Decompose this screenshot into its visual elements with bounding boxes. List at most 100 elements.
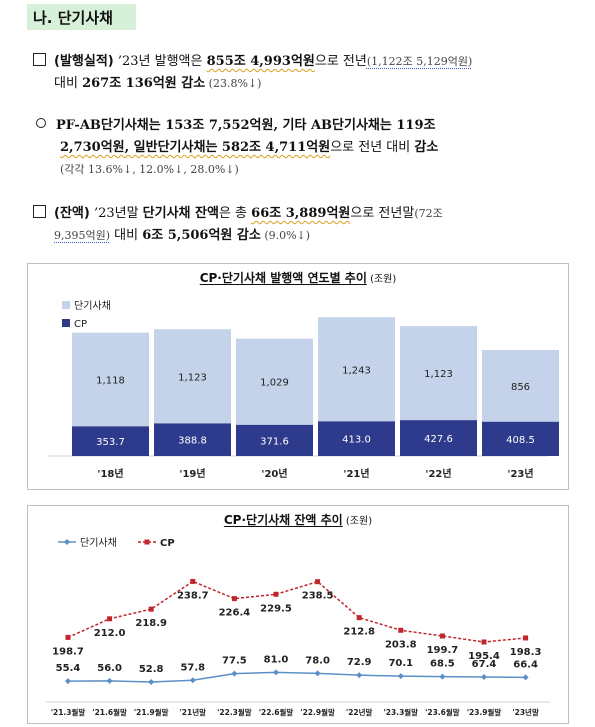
- data-label-cp: 199.7: [427, 645, 459, 656]
- balance-pct: (9.0%↓): [260, 229, 311, 242]
- data-point-cp: [523, 635, 529, 641]
- bar-label-cp: 408.5: [506, 435, 535, 446]
- bar-label-cp: 353.7: [96, 437, 125, 448]
- balance-paragraph: (잔액) ’23년말 단기사채 잔액은 총 66조 3,889억원으로 전년말(…: [33, 203, 573, 247]
- issuance-text-1: ’23년 발행액은: [113, 54, 207, 69]
- bar-label-short-term-bond: 1,118: [96, 376, 125, 387]
- balance-decrease: 6조 5,506억원 감소: [142, 228, 261, 243]
- data-label-cp: 198.3: [510, 647, 542, 658]
- issuance-amount: 855조 4,993억원: [206, 54, 315, 69]
- data-label-cp: 198.7: [52, 646, 84, 657]
- bar-short-term-bond: [154, 329, 231, 424]
- data-point-short-term-bond: [231, 670, 238, 677]
- x-tick-label: '22년말: [346, 707, 373, 717]
- data-point-cp: [398, 627, 404, 633]
- x-tick-label: '23.3월말: [383, 707, 418, 717]
- data-label-short-term-bond: 57.8: [180, 662, 205, 673]
- bar-label-short-term-bond: 1,243: [342, 365, 371, 376]
- balance-label: 단기사채 잔액: [142, 206, 219, 221]
- balance-chart-svg: 단기사채 CP 198.7 212.0 218.9 238.7 226.4 229.5 238.…: [46, 537, 550, 717]
- data-label-cp: 226.4: [219, 608, 251, 619]
- data-label-cp: 212.0: [94, 628, 126, 639]
- breakdown-text: 으로 전년 대비: [330, 140, 415, 155]
- bar-label-cp: 413.0: [342, 435, 371, 446]
- x-tick-label: '20년: [261, 467, 287, 480]
- balance-chart-title-main: CP·단기사채 잔액 추이: [223, 513, 343, 527]
- x-tick-label: '23.6월말: [425, 707, 460, 717]
- balance-chart: CP·단기사채 잔액 추이 (조원) 단기사채 CP 198.7 212.0 218.9…: [27, 505, 569, 724]
- data-label-short-term-bond: 66.4: [513, 659, 538, 670]
- x-tick-label: '23년: [507, 467, 533, 480]
- data-label-cp: 238.7: [177, 590, 209, 601]
- x-tick-label: '21.9월말: [134, 707, 169, 717]
- data-point-short-term-bond: [189, 677, 196, 684]
- issuance-chart: CP·단기사채 발행액 연도별 추이 (조원) 단기사채 CP 1,118 353.7…: [27, 263, 569, 490]
- legend-swatch-short-term-bond: [62, 301, 70, 309]
- bar-label-cp: 427.6: [424, 434, 453, 445]
- data-label-cp: 218.9: [135, 618, 167, 629]
- x-tick-label: '21년말: [180, 707, 207, 717]
- breakdown-line-1: PF-AB단기사채는 153조 7,552억원, 기타 AB단기사채는 119조: [56, 118, 436, 133]
- series-line-cp: [67, 580, 526, 643]
- data-label-short-term-bond: 72.9: [347, 657, 372, 668]
- x-tick-label: '21.6월말: [92, 707, 127, 717]
- data-label-short-term-bond: 81.0: [264, 654, 289, 665]
- section-header: 나. 단기사채: [27, 4, 136, 30]
- bar-short-term-bond: [482, 350, 559, 422]
- x-tick-label: '18년: [97, 467, 123, 480]
- bar-short-term-bond: [72, 332, 149, 427]
- data-point-short-term-bond: [148, 679, 155, 685]
- x-tick-label: '23.9월말: [467, 707, 502, 717]
- issuance-decrease: 267조 136억원 감소: [82, 76, 206, 91]
- data-point-cp: [190, 578, 196, 584]
- data-point-short-term-bond: [522, 674, 529, 681]
- bar-label-short-term-bond: 856: [511, 382, 530, 393]
- data-point-short-term-bond: [397, 673, 404, 680]
- balance-tag: (잔액): [54, 206, 90, 221]
- x-tick-label: '23년말: [512, 707, 539, 717]
- breakdown-pct: (각각 13.6%↓, 12.0%↓, 28.0%↓): [60, 163, 239, 176]
- bar-cp: [154, 423, 231, 456]
- x-tick-label: '21.3월말: [51, 707, 86, 717]
- issuance-tag: (발행실적): [54, 54, 114, 69]
- x-tick-label: '19년: [179, 467, 205, 480]
- data-label-short-term-bond: 56.0: [97, 663, 122, 674]
- balance-text-3: 으로 전년말: [350, 206, 415, 221]
- data-point-cp: [107, 616, 113, 622]
- bar-short-term-bond: [236, 338, 313, 425]
- data-label-short-term-bond: 77.5: [222, 656, 247, 667]
- data-label-short-term-bond: 78.0: [305, 655, 330, 666]
- bar-short-term-bond: [318, 317, 395, 422]
- checkbox-square-icon: [33, 205, 46, 218]
- bar-cp: [236, 424, 313, 456]
- issuance-prev-amount: (1,122조 5,129억원): [366, 55, 473, 68]
- balance-prev-1: (72조: [414, 207, 443, 220]
- legend-marker-cp: [144, 539, 150, 545]
- data-point-cp: [356, 615, 362, 621]
- x-tick-label: '22.3월말: [217, 707, 252, 717]
- balance-prev-2: 9,395억원): [54, 229, 111, 242]
- issuance-chart-svg: 단기사채 CP 1,118 353.7 '18년 1,123 388.8 '19년 1,029 3…: [48, 300, 559, 480]
- data-point-short-term-bond: [356, 672, 363, 679]
- x-tick-label: '22년: [425, 467, 451, 480]
- data-point-short-term-bond: [65, 678, 71, 685]
- issuance-text-2: 으로 전년: [314, 54, 367, 69]
- data-label-cp: 229.5: [260, 603, 292, 614]
- legend-label-short-term-bond: 단기사채: [80, 537, 117, 549]
- bar-label-short-term-bond: 1,029: [260, 378, 289, 389]
- balance-text-4: 대비: [110, 228, 143, 243]
- issuance-chart-title-unit: (조원): [366, 274, 397, 285]
- bullet-circle-icon: [36, 118, 46, 128]
- breakdown-decrease: 감소: [414, 140, 439, 155]
- data-point-short-term-bond: [273, 669, 279, 676]
- issuance-text-3: 대비: [54, 76, 83, 91]
- issuance-chart-title: CP·단기사채 발행액 연도별 추이 (조원): [28, 269, 568, 286]
- legend-marker-short-term-bond: [64, 539, 70, 545]
- data-label-cp: 238.5: [302, 591, 334, 602]
- bar-label-short-term-bond: 1,123: [424, 369, 453, 380]
- breakdown-line-2: 2,730억원, 일반단기사채는 582조 4,711억원: [60, 140, 331, 155]
- data-label-short-term-bond: 70.1: [388, 658, 413, 669]
- balance-text-2: 은 총: [218, 206, 252, 221]
- data-point-short-term-bond: [481, 674, 487, 681]
- data-label-short-term-bond: 52.8: [139, 664, 164, 675]
